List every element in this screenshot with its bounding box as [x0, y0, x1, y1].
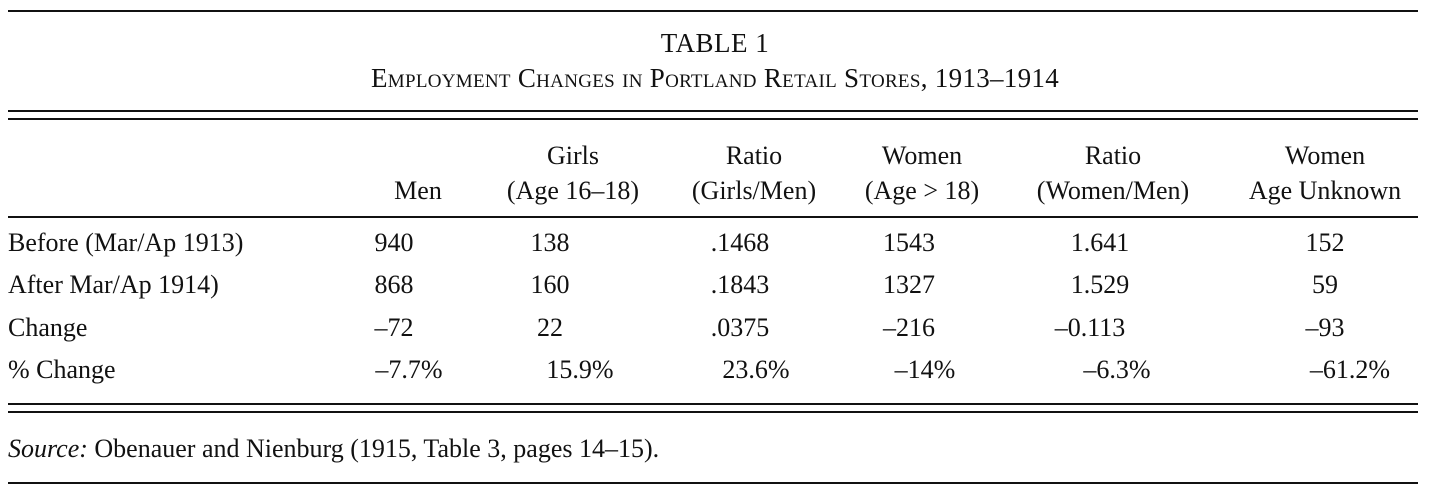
table-cell: –7.7% — [375, 355, 443, 384]
column-header-line2: (Women/Men) — [1036, 176, 1190, 205]
table-cell: –0.113 — [1054, 313, 1126, 342]
table-cell: 152 — [1305, 228, 1345, 257]
column-header-line1 — [394, 138, 442, 173]
table-cell: 1327 — [883, 270, 935, 299]
source-prefix: Source: — [8, 434, 88, 463]
column-header-ratio-women-men: Ratio (Women/Men) — [1037, 138, 1189, 208]
column-header-line1: Ratio — [1084, 141, 1142, 170]
table-cell: –72 — [374, 313, 414, 342]
column-header-line2: Age Unknown — [1248, 176, 1402, 205]
table-cell: –93 — [1305, 313, 1345, 342]
table-cell: 940 — [374, 228, 414, 257]
table-cell: –216 — [883, 313, 935, 342]
table-cell: 1543 — [883, 228, 935, 257]
source-note: Source: Obenauer and Nienburg (1915, Tab… — [8, 434, 659, 464]
row-label-before: Before (Mar/Ap 1913) — [8, 228, 244, 257]
header-bottom-rule — [8, 216, 1418, 218]
table-cell: –61.2% — [1309, 355, 1391, 384]
table-cell: 138 — [530, 228, 570, 257]
table-cell: 1.529 — [1070, 270, 1130, 299]
header-double-rule-upper — [8, 110, 1418, 112]
table-cell: 160 — [530, 270, 570, 299]
table-cell: 868 — [374, 270, 414, 299]
column-header-girls: Girls (Age 16–18) — [507, 138, 639, 208]
table-cell: 59 — [1312, 270, 1338, 299]
column-header-men: Men — [394, 138, 442, 208]
column-header-line2: Men — [394, 176, 442, 205]
column-header-line1: Women — [881, 141, 963, 170]
table-cell: –6.3% — [1083, 355, 1151, 384]
table-cell: 22 — [537, 313, 563, 342]
row-label-change: Change — [8, 313, 88, 342]
table-cell: .1468 — [710, 228, 770, 257]
table-cell: .1843 — [710, 270, 770, 299]
column-header-women-age-unknown: Women Age Unknown — [1249, 138, 1401, 208]
column-header-line1: Girls — [546, 141, 599, 170]
column-header-ratio-girls-men: Ratio (Girls/Men) — [692, 138, 816, 208]
table-cell: .0375 — [710, 313, 770, 342]
column-header-line1: Women — [1284, 141, 1366, 170]
table-label: TABLE 1 — [660, 28, 770, 58]
footer-double-rule-lower — [8, 411, 1418, 413]
table-title: Employment Changes in Portland Retail St… — [370, 63, 1060, 93]
column-header-line2: (Age 16–18) — [506, 176, 640, 205]
header-double-rule-lower — [8, 118, 1418, 120]
row-label-after: After Mar/Ap 1914) — [8, 270, 219, 299]
table-cell: 1.641 — [1070, 228, 1130, 257]
column-header-line1: Ratio — [725, 141, 783, 170]
bottom-rule — [8, 482, 1418, 484]
source-text: Obenauer and Nienburg (1915, Table 3, pa… — [87, 434, 660, 463]
table-cell: 23.6% — [722, 355, 790, 384]
table-cell: –14% — [894, 355, 956, 384]
footer-double-rule-upper — [8, 403, 1418, 405]
row-label-percent-change: % Change — [8, 355, 116, 384]
table-cell: 15.9% — [546, 355, 614, 384]
column-header-line2: (Girls/Men) — [691, 176, 817, 205]
top-rule — [8, 10, 1418, 12]
column-header-women: Women (Age > 18) — [865, 138, 979, 208]
column-header-line2: (Age > 18) — [864, 176, 980, 205]
